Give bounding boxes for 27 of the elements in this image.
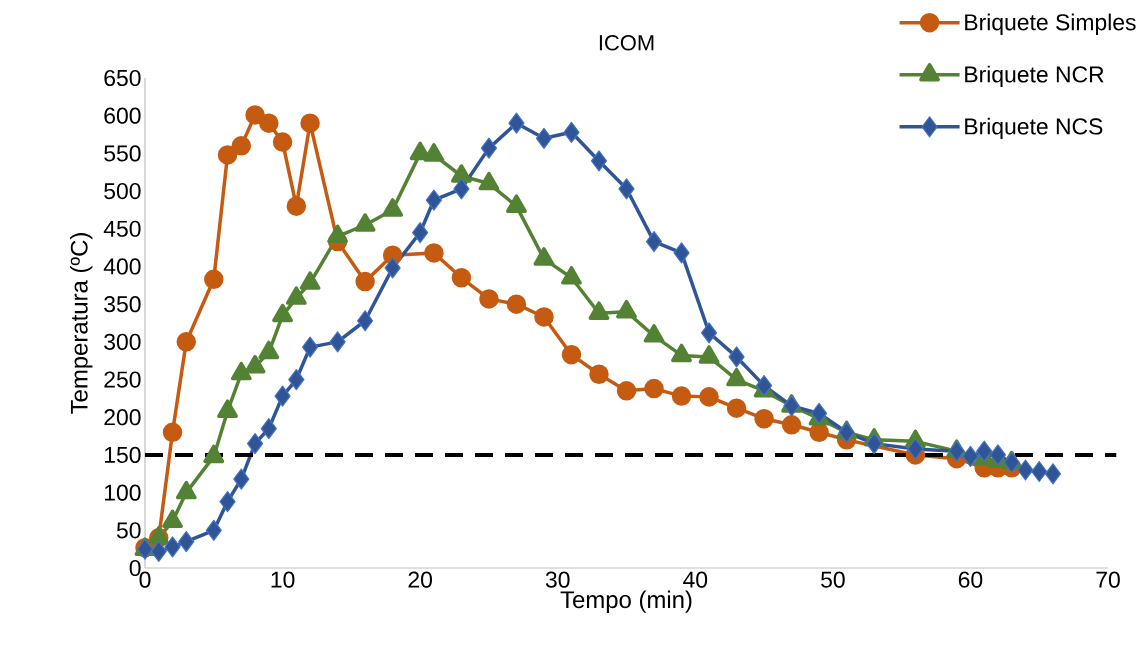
x-tick-label: 60 — [958, 571, 983, 588]
legend-label: Briquete NCS — [965, 117, 1103, 140]
y-tick-label: 300 — [104, 333, 141, 350]
y-axis-title: Temperatura (ºC) — [70, 233, 93, 414]
y-tick-label: 250 — [104, 371, 141, 388]
y-tick-label: 200 — [104, 409, 141, 426]
x-tick-label: 30 — [545, 571, 570, 588]
x-tick-label: 10 — [271, 571, 295, 588]
y-tick-label: 0 — [129, 559, 141, 577]
chart-title: ICOM — [599, 34, 654, 51]
y-tick-label: 600 — [104, 107, 141, 124]
x-tick-label: 70 — [1096, 571, 1120, 588]
y-tick-label: 50 — [116, 522, 141, 539]
x-tick-label: 20 — [408, 571, 432, 588]
y-tick-label: 450 — [103, 220, 141, 237]
y-tick-label: 100 — [105, 484, 141, 501]
y-tick-label: 150 — [105, 446, 141, 464]
y-tick-label: 350 — [104, 296, 141, 313]
y-tick-label: 400 — [103, 258, 141, 275]
legend-label: Briquete NCR — [965, 65, 1104, 88]
legend-label: Briquete Simples — [965, 13, 1136, 35]
y-tick-label: 550 — [104, 145, 141, 162]
x-axis-title: Tempo (min) — [560, 590, 692, 613]
x-tick-label: 40 — [683, 571, 708, 588]
x-tick-label: 50 — [821, 571, 845, 588]
y-tick-label: 500 — [104, 182, 141, 200]
y-tick-label: 650 — [104, 69, 141, 87]
